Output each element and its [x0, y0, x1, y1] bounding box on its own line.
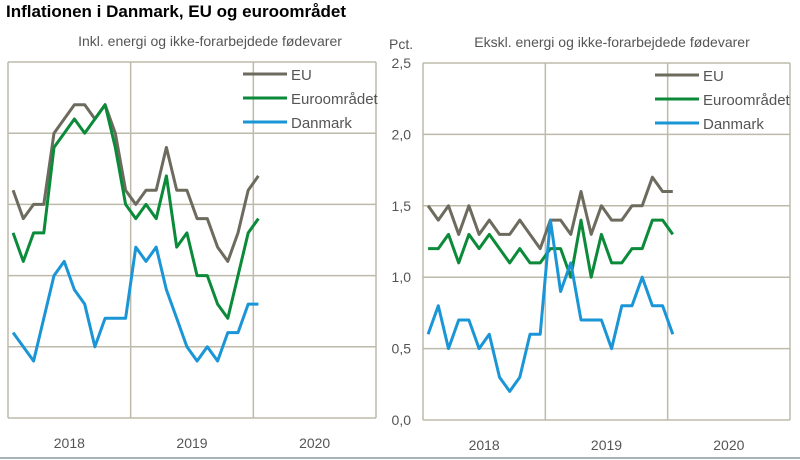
legend-label: Euroområdet: [703, 92, 791, 109]
y-tick-label: 1,0: [392, 269, 412, 285]
subplot-title: Ekskl. energi og ikke-forarbejdede fødev…: [474, 34, 750, 50]
series-line-danmark: [11, 245, 259, 363]
y-tick-label: 2,5: [392, 55, 412, 71]
y-tick-label: 0,0: [392, 412, 412, 428]
series-line-euroområdet: [11, 103, 260, 320]
subplot-title: Inkl. energi og ikke-forarbejdede fødeva…: [78, 33, 342, 49]
legend-label: Danmark: [291, 115, 352, 132]
y-axis-label: Pct.: [389, 36, 413, 52]
legend-label: Euroområdet: [291, 91, 379, 108]
x-tick-label: 2019: [176, 435, 207, 451]
chart-title: Inflationen i Danmark, EU og euroområdet: [6, 2, 347, 21]
x-tick-label: 2020: [299, 435, 330, 451]
legend-label: EU: [703, 68, 724, 85]
x-tick-label: 2018: [469, 437, 500, 453]
x-tick-label: 2018: [54, 435, 85, 451]
y-tick-label: 0,5: [392, 341, 412, 357]
series-line-danmark: [426, 218, 675, 393]
legend-label: EU: [291, 67, 312, 84]
y-tick-label: 2,0: [392, 126, 412, 142]
y-tick-label: 1,5: [392, 198, 412, 214]
x-tick-label: 2019: [591, 437, 622, 453]
series-line-euroområdet: [428, 218, 675, 279]
series-line-eu: [426, 175, 673, 251]
x-tick-label: 2020: [713, 437, 744, 453]
legend-label: Danmark: [703, 116, 764, 133]
series-line-eu: [11, 103, 260, 263]
